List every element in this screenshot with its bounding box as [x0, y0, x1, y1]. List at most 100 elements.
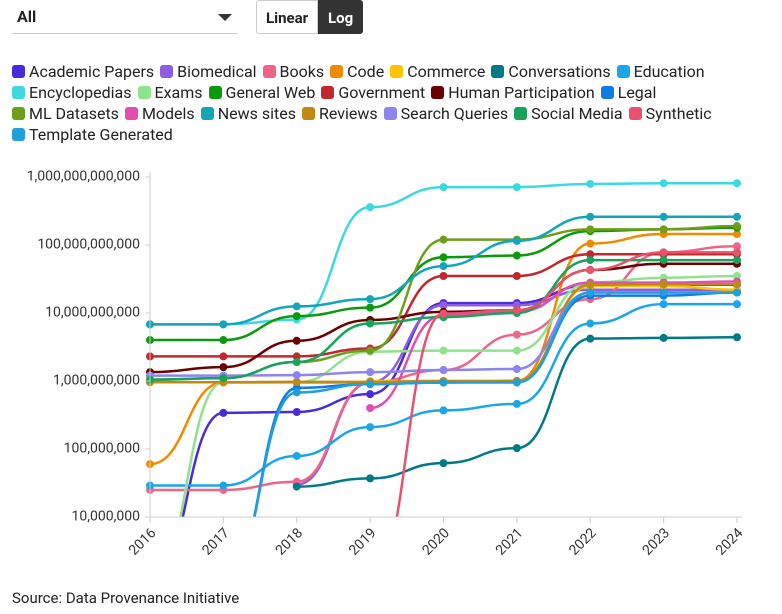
point	[512, 330, 521, 339]
point	[439, 366, 448, 375]
legend-swatch	[321, 86, 335, 99]
point	[366, 581, 374, 589]
point	[659, 248, 668, 257]
point	[512, 183, 521, 192]
point	[659, 256, 668, 265]
legend-item[interactable]: Legal	[600, 82, 657, 103]
point	[439, 235, 448, 244]
legend-item[interactable]: Government	[321, 82, 425, 103]
legend-swatch	[600, 86, 614, 99]
point	[512, 399, 521, 408]
point	[659, 179, 668, 188]
legend-swatch	[491, 65, 505, 78]
point	[439, 459, 448, 468]
legend-swatch	[390, 65, 404, 78]
legend-item[interactable]: Template Generated	[12, 124, 173, 145]
x-tick-label: 2016	[126, 525, 160, 559]
point	[512, 236, 521, 245]
point	[366, 303, 375, 312]
legend-item[interactable]: Encyclopedias	[12, 82, 132, 103]
legend-label: Biomedical	[177, 62, 257, 81]
y-tick-label: 1,000,000,000	[53, 373, 140, 389]
point	[586, 225, 595, 234]
point	[512, 346, 521, 355]
series-line	[179, 274, 738, 517]
legend-item[interactable]: Education	[616, 61, 705, 82]
legend-label: Template Generated	[29, 125, 173, 144]
legend-label: ML Datasets	[29, 104, 119, 123]
legend-swatch	[12, 65, 25, 78]
series-line	[150, 302, 737, 487]
point	[366, 295, 375, 304]
legend-label: Search Queries	[400, 104, 509, 123]
legend-label: Encyclopedias	[29, 83, 132, 102]
legend-swatch	[12, 128, 25, 141]
legend-label: Human Participation	[448, 83, 595, 102]
y-tick-label: 10,000,000,000	[45, 305, 140, 321]
scale-button[interactable]: Linear	[256, 0, 319, 34]
point	[439, 346, 448, 355]
point	[219, 408, 228, 417]
point	[512, 251, 521, 260]
point	[512, 444, 521, 453]
point	[586, 319, 595, 328]
legend-item[interactable]: News sites	[200, 103, 296, 124]
legend-label: Books	[279, 62, 325, 81]
point	[586, 334, 595, 343]
legend-label: Legal	[617, 83, 657, 102]
point	[733, 256, 741, 265]
legend-swatch	[137, 86, 151, 99]
legend-item[interactable]: Search Queries	[383, 103, 509, 124]
point	[292, 482, 301, 491]
legend-label: Synthetic	[645, 104, 712, 123]
point	[512, 365, 521, 374]
legend-item[interactable]: Social Media	[514, 103, 623, 124]
legend-item[interactable]: Conversations	[491, 61, 611, 82]
caret	[218, 14, 232, 21]
point	[292, 377, 301, 386]
point	[586, 280, 595, 289]
point	[512, 306, 521, 315]
point	[733, 280, 741, 289]
point	[586, 265, 595, 274]
x-tick-label: 2018	[273, 525, 307, 559]
legend-item[interactable]: Commerce	[390, 61, 485, 82]
legend-item[interactable]: Human Participation	[431, 82, 595, 103]
point	[219, 581, 227, 589]
x-tick-label: 2022	[566, 525, 600, 559]
legend-item[interactable]: Exams	[137, 82, 203, 103]
legend-item[interactable]: Reviews	[301, 103, 378, 124]
legend-item[interactable]: ML Datasets	[12, 103, 119, 124]
point	[733, 288, 741, 297]
point	[659, 280, 668, 289]
point	[292, 371, 301, 380]
point	[586, 250, 595, 259]
x-tick-label: 2021	[493, 525, 527, 559]
legend-item[interactable]: Models	[124, 103, 195, 124]
legend-item[interactable]: Code	[330, 61, 384, 82]
series-line	[150, 181, 737, 326]
point	[366, 368, 375, 377]
point	[439, 301, 448, 310]
legend-item[interactable]: General Web	[208, 82, 315, 103]
legend-item[interactable]: Biomedical	[160, 61, 257, 82]
series-line	[296, 288, 737, 486]
dropdown[interactable]: All	[12, 0, 238, 34]
point	[219, 481, 228, 490]
y-tick-label: 1,000,000,000,000	[27, 169, 140, 185]
legend-item[interactable]: Academic Papers	[12, 61, 154, 82]
legend-item[interactable]: Synthetic	[628, 103, 712, 124]
legend-item[interactable]: Books	[262, 61, 325, 82]
legend-swatch	[200, 107, 214, 120]
legend-label: Reviews	[318, 104, 378, 123]
point	[733, 230, 741, 239]
point	[366, 319, 375, 328]
scale-button[interactable]: Log	[318, 0, 364, 34]
point	[292, 302, 301, 311]
point	[733, 179, 741, 188]
point	[439, 309, 448, 318]
legend-label: Commerce	[407, 62, 486, 81]
point	[292, 358, 301, 367]
